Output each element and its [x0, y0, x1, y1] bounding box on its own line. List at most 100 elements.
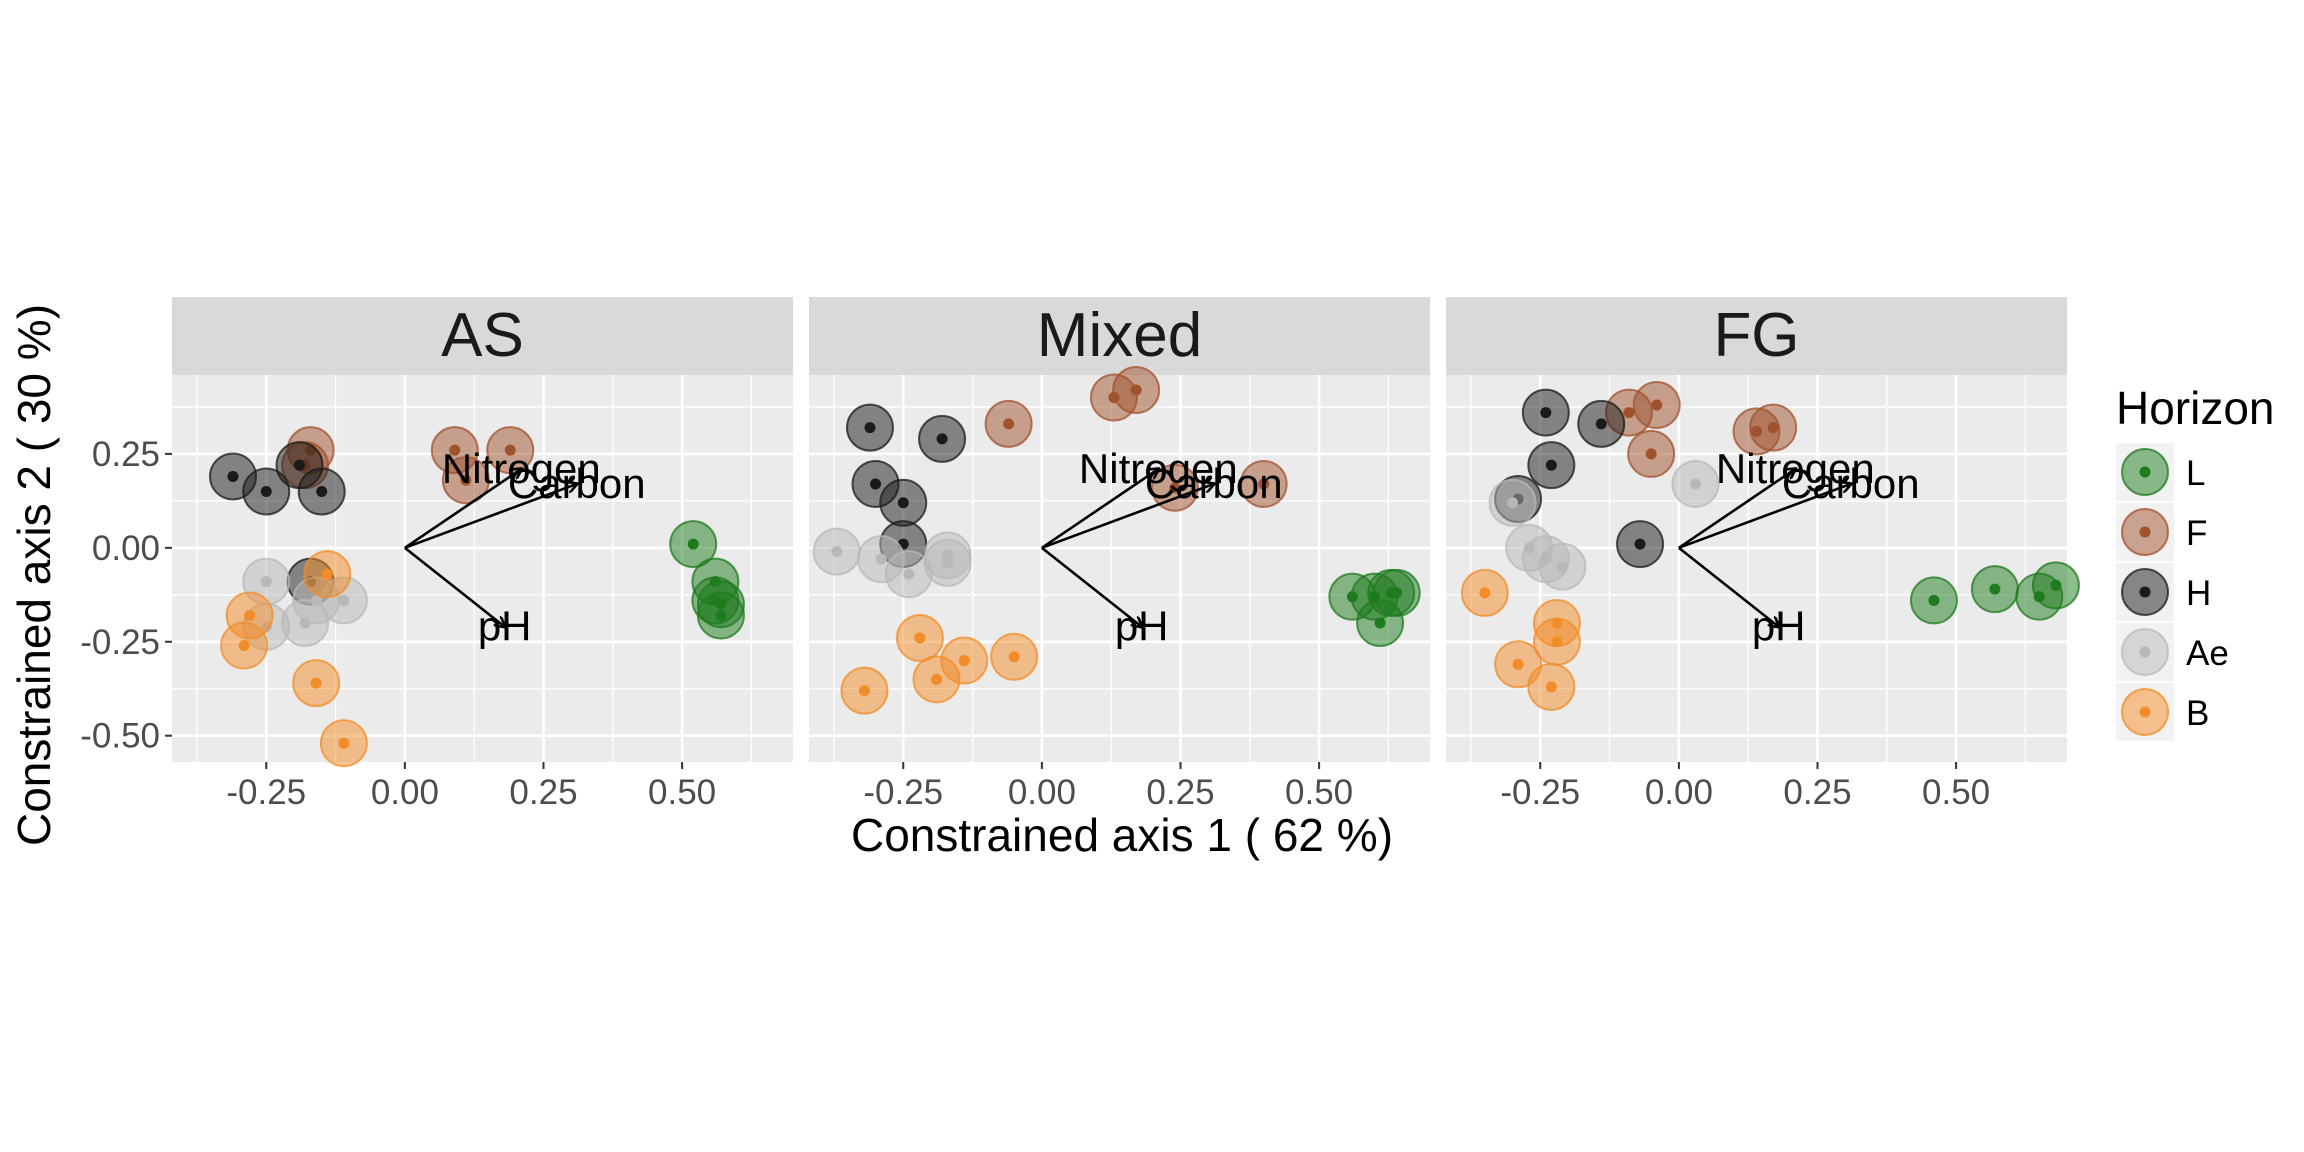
- series-f: [1604, 381, 1798, 478]
- data-point-center: [238, 640, 250, 652]
- y-axis-label: Constrained axis 2 ( 30 %): [8, 304, 60, 846]
- legend-item-l: L: [2116, 443, 2205, 501]
- series-ae: [1488, 459, 1720, 591]
- x-tick-label: 0.25: [1783, 773, 1851, 812]
- data-point-center: [875, 553, 887, 565]
- arrow-ph: [1678, 546, 1779, 627]
- data-point-center: [1623, 407, 1635, 419]
- series-l: [1328, 568, 1421, 647]
- data-point-center: [310, 677, 322, 689]
- data-point-center: [1169, 482, 1181, 494]
- legend-key-dot: [2139, 706, 2151, 718]
- data-point-center: [715, 609, 727, 621]
- data-point-center: [1651, 399, 1663, 411]
- data-point-center: [1391, 587, 1403, 599]
- arrow-ph: [1041, 546, 1142, 627]
- data-point-center: [864, 422, 876, 434]
- data-point-center: [1374, 617, 1386, 629]
- data-point-center: [1003, 418, 1015, 430]
- arrow-label-ph: pH: [1115, 603, 1169, 650]
- data-point-center: [294, 459, 306, 471]
- data-point-center: [831, 546, 843, 558]
- y-tick-label: -0.25: [80, 623, 160, 662]
- series-b: [840, 614, 1039, 715]
- data-point-center: [227, 470, 239, 482]
- data-point-center: [1479, 587, 1491, 599]
- panel-strip: [1446, 297, 2067, 375]
- panel-as: AS-0.25 0.00 0.25 0.50-0.50-0.250.000.25 Nit…: [80, 297, 793, 812]
- series-ae: [812, 527, 972, 599]
- panel-strip: [172, 297, 793, 375]
- data-point-center: [1595, 418, 1607, 430]
- data-point-center: [1545, 459, 1557, 471]
- legend-item-label: L: [2186, 454, 2205, 493]
- series-l: [669, 520, 745, 640]
- panel-title: Mixed: [1037, 301, 1202, 370]
- legend-item-ae: Ae: [2116, 623, 2229, 681]
- legend-key-dot: [2139, 586, 2151, 598]
- data-point-center: [1928, 594, 1940, 606]
- data-point-center: [1690, 478, 1702, 490]
- legend-item-label: F: [2186, 514, 2207, 553]
- panel-title: FG: [1713, 301, 1799, 370]
- data-point-center: [2050, 579, 2062, 591]
- legend: Horizon LFH Ae B: [2116, 382, 2275, 741]
- data-point-center: [687, 538, 699, 550]
- data-point-center: [931, 673, 943, 685]
- data-point-center: [1008, 651, 1020, 663]
- legend-key-dot: [2139, 466, 2151, 478]
- data-point-center: [449, 444, 461, 456]
- arrow-label-carbon: Carbon: [1782, 460, 1920, 507]
- data-point-center: [936, 433, 948, 445]
- x-tick-label: -0.25: [226, 773, 306, 812]
- arrow-carbon: [1678, 484, 1851, 550]
- data-point-center: [310, 594, 322, 606]
- legend-key-dot: [2139, 646, 2151, 658]
- legend-item-label: B: [2186, 694, 2209, 733]
- data-point-center: [858, 685, 870, 697]
- series-b: [1460, 568, 1581, 711]
- legend-key-dot: [2139, 526, 2151, 538]
- data-point-center: [1540, 407, 1552, 419]
- legend-item-f: F: [2116, 503, 2207, 561]
- series-l: [1909, 561, 2080, 625]
- data-point-center: [338, 594, 350, 606]
- legend-item-b: B: [2116, 683, 2209, 741]
- x-tick-label: 0.25: [1146, 773, 1214, 812]
- series-f: [984, 366, 1288, 512]
- x-tick-label: 0.00: [1008, 773, 1076, 812]
- y-tick-label: 0.00: [92, 529, 160, 568]
- x-tick-label: 0.25: [509, 773, 577, 812]
- data-point-center: [1507, 497, 1519, 509]
- y-tick-label: -0.50: [80, 717, 160, 756]
- data-point-center: [504, 444, 516, 456]
- data-point-center: [942, 557, 954, 569]
- panel-title: AS: [441, 301, 524, 370]
- data-point-center: [244, 609, 256, 621]
- data-point-center: [1767, 422, 1779, 434]
- x-tick-label: -0.25: [863, 773, 943, 812]
- data-point-center: [1556, 561, 1568, 573]
- data-point-center: [897, 497, 909, 509]
- data-point-center: [260, 576, 272, 588]
- legend-item-label: Ae: [2186, 634, 2229, 673]
- data-point-center: [903, 568, 915, 580]
- arrow-label-carbon: Carbon: [1145, 460, 1283, 507]
- arrow-nitrogen: [1041, 469, 1158, 549]
- data-point-center: [338, 737, 350, 749]
- arrow-ph: [404, 546, 505, 627]
- data-point-center: [1634, 538, 1646, 550]
- legend-item-label: H: [2186, 574, 2211, 613]
- x-tick-label: -0.25: [1500, 773, 1580, 812]
- data-point-center: [1130, 384, 1142, 396]
- data-point-center: [1512, 658, 1524, 670]
- x-axis-label: Constrained axis 1 ( 62 %): [851, 809, 1393, 861]
- arrow-label-carbon: Carbon: [508, 460, 646, 507]
- x-tick-label: 0.00: [1645, 773, 1713, 812]
- y-tick-label: 0.25: [92, 435, 160, 474]
- series-b: [220, 550, 368, 768]
- panel-strip: [809, 297, 1430, 375]
